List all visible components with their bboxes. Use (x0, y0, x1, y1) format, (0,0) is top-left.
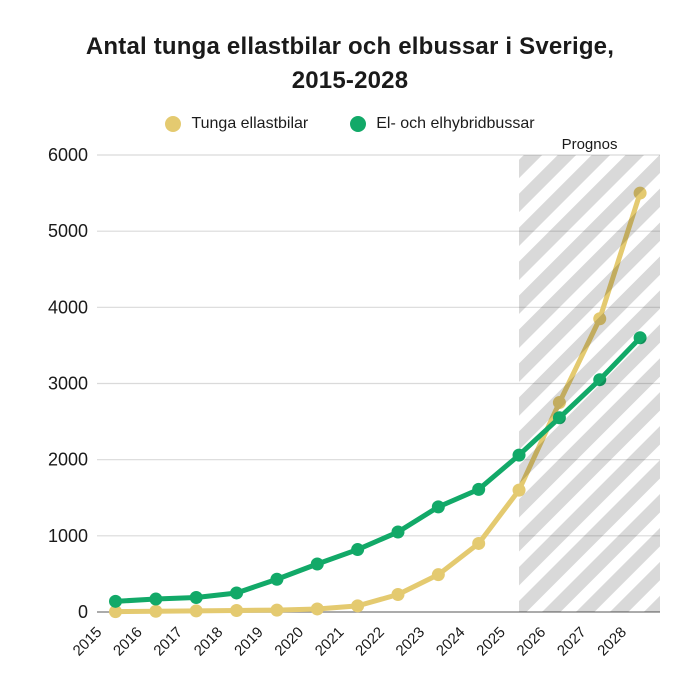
y-tick-label: 5000 (48, 221, 88, 241)
data-point-el-och-elhybridbussar-2024 (472, 482, 486, 496)
x-tick-label: 2020 (271, 624, 307, 660)
legend: Tunga ellastbilar El- och elhybridbussar (0, 115, 700, 133)
forecast-label: Prognos (562, 136, 618, 153)
y-tick-label: 1000 (48, 526, 88, 546)
legend-item-el-och-elhybridbussar: El- och elhybridbussar (350, 115, 535, 133)
data-point-tunga-ellastbilar-2015 (109, 605, 122, 619)
legend-dot-tunga-ellastbilar-icon (165, 116, 182, 132)
y-tick-label: 2000 (48, 450, 88, 470)
data-point-el-och-elhybridbussar-2019 (270, 572, 284, 586)
data-point-tunga-ellastbilar-2023 (431, 568, 445, 582)
data-point-el-och-elhybridbussar-2020 (310, 557, 324, 571)
data-point-tunga-ellastbilar-2024 (472, 536, 486, 550)
x-tick-label: 2016 (110, 624, 146, 660)
data-point-el-och-elhybridbussar-2023 (431, 500, 445, 514)
x-tick-label: 2018 (191, 624, 227, 660)
legend-label-el-och-elhybridbussar: El- och elhybridbussar (376, 115, 535, 132)
y-tick-label: 6000 (48, 145, 88, 165)
data-point-el-och-elhybridbussar-2015 (109, 594, 122, 608)
x-tick-label: 2023 (393, 624, 429, 660)
x-tick-label: 2025 (473, 624, 509, 660)
page-title: Antal tunga ellastbilar och elbussar i S… (0, 30, 700, 98)
y-tick-label: 0 (78, 602, 88, 622)
page-title-line2: 2015-2028 (291, 67, 409, 94)
x-tick-label: 2019 (231, 624, 267, 660)
data-point-el-och-elhybridbussar-2016 (149, 592, 163, 606)
x-tick-label: 2021 (312, 624, 348, 660)
x-tick-label: 2015 (70, 624, 106, 660)
data-point-tunga-ellastbilar-2020 (310, 602, 324, 616)
page-title-line1: Antal tunga ellastbilar och elbussar i S… (85, 33, 615, 60)
data-point-el-och-elhybridbussar-2022 (391, 525, 405, 539)
forecast-hatch-region (519, 155, 660, 612)
x-tick-label: 2026 (514, 624, 550, 660)
data-point-tunga-ellastbilar-2021 (351, 599, 365, 613)
y-tick-label: 3000 (48, 374, 88, 394)
legend-label-tunga-ellastbilar: Tunga ellastbilar (191, 115, 309, 132)
x-tick-label: 2017 (150, 624, 186, 660)
x-tick-label: 2027 (554, 624, 590, 660)
x-tick-label: 2028 (594, 624, 630, 660)
data-point-tunga-ellastbilar-2016 (149, 604, 163, 618)
data-point-el-och-elhybridbussar-2018 (230, 586, 244, 600)
legend-dot-el-och-elhybridbussar-icon (350, 116, 367, 132)
data-point-tunga-ellastbilar-2017 (189, 604, 203, 618)
legend-item-tunga-ellastbilar: Tunga ellastbilar (165, 115, 308, 133)
data-point-el-och-elhybridbussar-2017 (189, 591, 203, 605)
x-tick-label: 2022 (352, 624, 388, 660)
data-point-tunga-ellastbilar-2018 (230, 603, 244, 617)
y-tick-label: 4000 (48, 297, 88, 317)
data-point-tunga-ellastbilar-2019 (270, 603, 284, 617)
x-axis-labels: 2015 2016 2017 2018 2019 2020 2021 2022 2023 2024… (70, 624, 630, 660)
data-point-el-och-elhybridbussar-2021 (351, 543, 365, 557)
x-tick-label: 2024 (433, 624, 469, 660)
data-point-tunga-ellastbilar-2022 (391, 587, 405, 601)
